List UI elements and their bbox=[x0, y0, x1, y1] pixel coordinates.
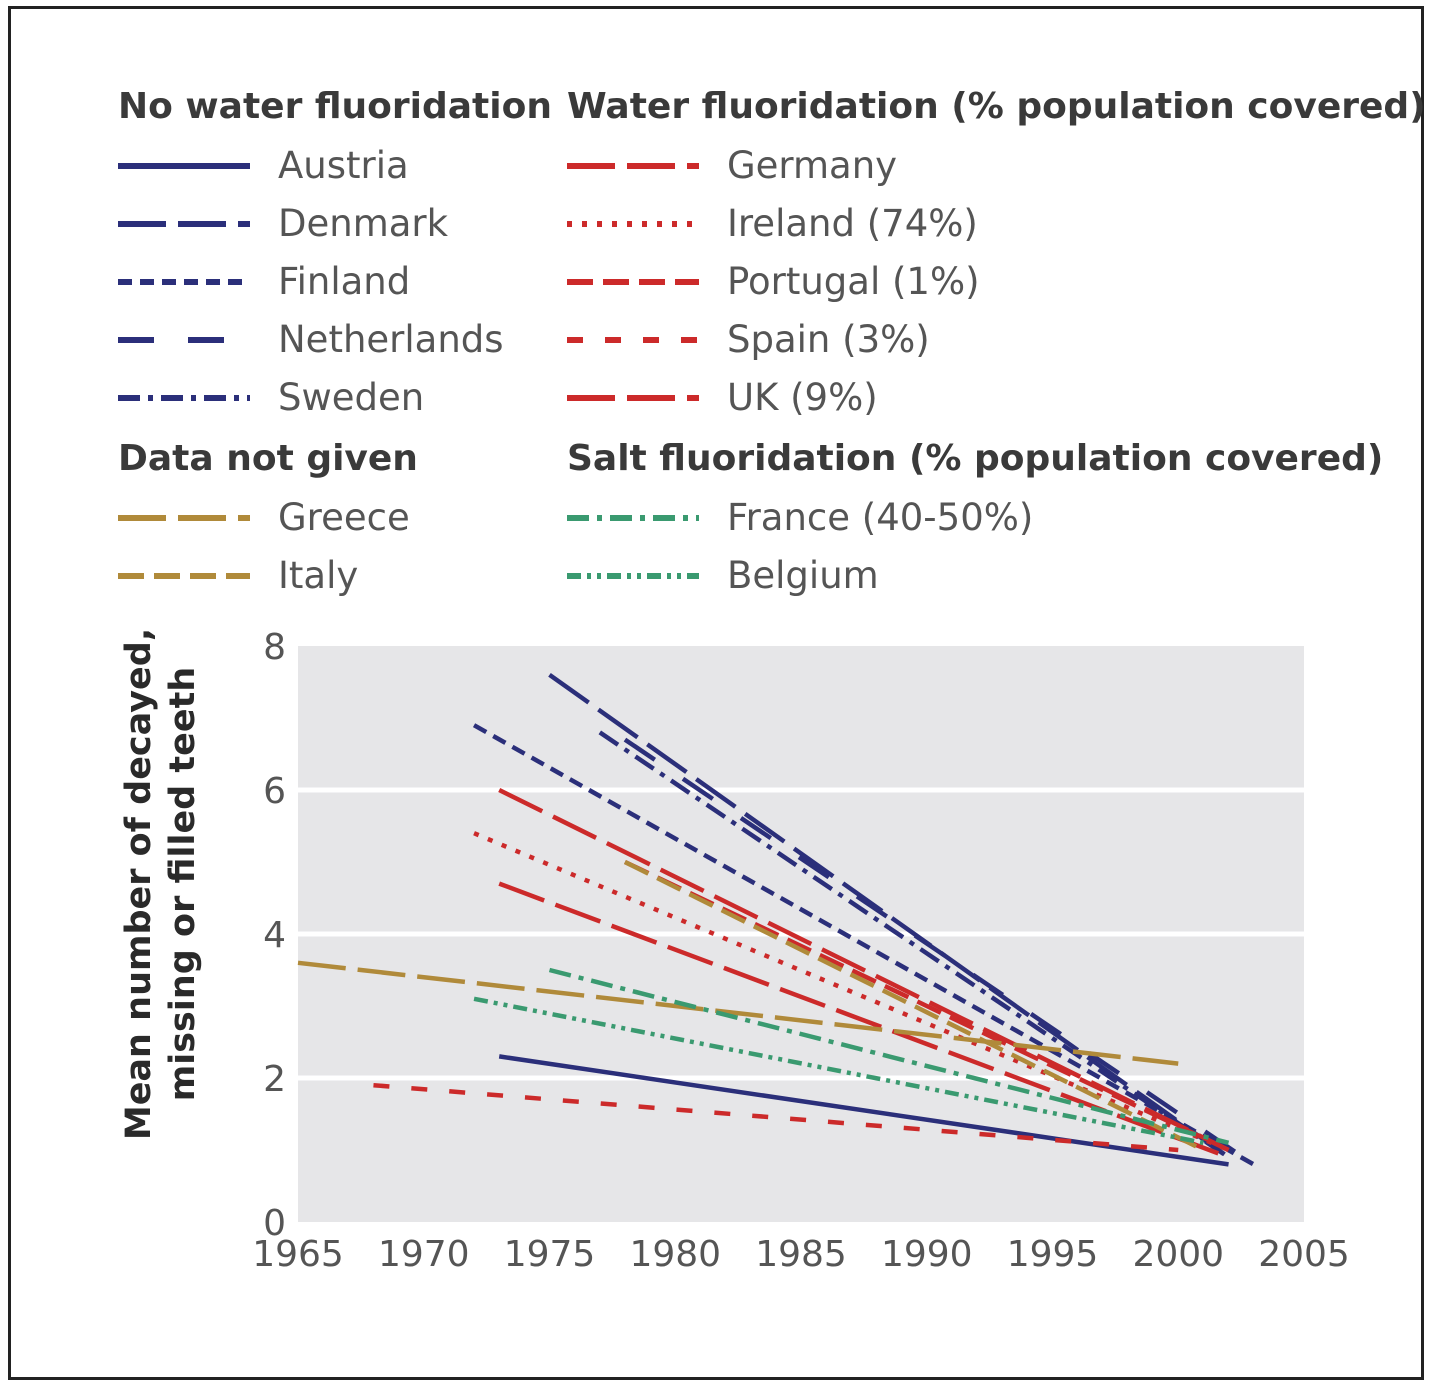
legend-heading-salt-fluoridation: Salt fluoridation (% population covered) bbox=[567, 438, 1384, 479]
legend-label-netherlands: Netherlands bbox=[278, 318, 504, 361]
legend-swatch-italy bbox=[118, 573, 250, 579]
legend-label-uk: UK (9%) bbox=[727, 376, 878, 419]
series-line-sweden bbox=[598, 730, 1230, 1160]
x-tick-label: 1995 bbox=[1007, 1234, 1099, 1275]
series-line-belgium bbox=[473, 996, 1204, 1146]
legend-swatch-portugal bbox=[567, 279, 699, 285]
y-tick-label: 0 bbox=[263, 1203, 286, 1244]
y-tick-label: 2 bbox=[263, 1059, 286, 1100]
series-line-netherlands bbox=[623, 737, 1255, 1167]
x-tick-label: 2005 bbox=[1258, 1234, 1350, 1275]
series-line-germany bbox=[498, 787, 1230, 1153]
x-tick-label: 1965 bbox=[252, 1234, 344, 1275]
legend-label-finland: Finland bbox=[278, 260, 411, 303]
x-tick-label: 1985 bbox=[755, 1234, 847, 1275]
legend-label-italy: Italy bbox=[278, 554, 359, 597]
legend-label-denmark: Denmark bbox=[278, 202, 449, 245]
legend-swatch-ireland bbox=[567, 221, 699, 227]
legend-swatch-belgium bbox=[567, 573, 699, 579]
legend-swatch-denmark bbox=[118, 221, 250, 227]
legend-label-germany: Germany bbox=[727, 144, 898, 187]
legend-swatch-netherlands bbox=[118, 337, 250, 343]
legend-swatch-finland bbox=[118, 279, 250, 285]
legend-label-sweden: Sweden bbox=[278, 376, 425, 419]
legend-swatch-france bbox=[567, 515, 699, 521]
legend-swatch-austria bbox=[118, 163, 250, 169]
legend-heading-data-not-given: Data not given bbox=[118, 438, 418, 479]
y-tick-label: 8 bbox=[263, 627, 286, 668]
series-line-france bbox=[548, 967, 1230, 1145]
y-axis-label: Mean number of decayed, missing or filled… bbox=[119, 628, 203, 1140]
legend-label-portugal: Portugal (1%) bbox=[727, 260, 980, 303]
series-line-greece bbox=[297, 960, 1179, 1066]
series-line-ireland bbox=[473, 831, 1230, 1153]
x-tick-label: 1975 bbox=[504, 1234, 596, 1275]
legend-swatch-sweden bbox=[118, 395, 250, 401]
legend: No water fluoridation Water fluoridation… bbox=[0, 0, 1436, 620]
x-tick-label: 2000 bbox=[1132, 1234, 1224, 1275]
series-line-denmark bbox=[548, 672, 1230, 1160]
legend-label-greece: Greece bbox=[278, 496, 410, 539]
series-line-finland bbox=[472, 723, 1255, 1167]
legend-swatch-greece bbox=[118, 515, 250, 521]
legend-swatch-uk bbox=[567, 395, 699, 401]
x-tick-label: 1990 bbox=[881, 1234, 973, 1275]
x-tick-label: 1980 bbox=[629, 1234, 721, 1275]
y-tick-label: 6 bbox=[263, 771, 286, 812]
series-line-uk bbox=[498, 881, 1230, 1160]
legend-label-spain: Spain (3%) bbox=[727, 318, 930, 361]
y-tick-label: 4 bbox=[263, 915, 286, 956]
x-tick-label: 1970 bbox=[378, 1234, 470, 1275]
legend-heading-water-fluoridation: Water fluoridation (% population covered… bbox=[567, 86, 1426, 127]
legend-label-belgium: Belgium bbox=[727, 554, 879, 597]
legend-label-ireland: Ireland (74%) bbox=[727, 202, 978, 245]
legend-label-austria: Austria bbox=[278, 144, 409, 187]
legend-swatch-germany bbox=[567, 163, 699, 169]
legend-label-france: France (40-50%) bbox=[727, 496, 1034, 539]
legend-heading-no-water-fluoridation: No water fluoridation bbox=[118, 86, 552, 127]
